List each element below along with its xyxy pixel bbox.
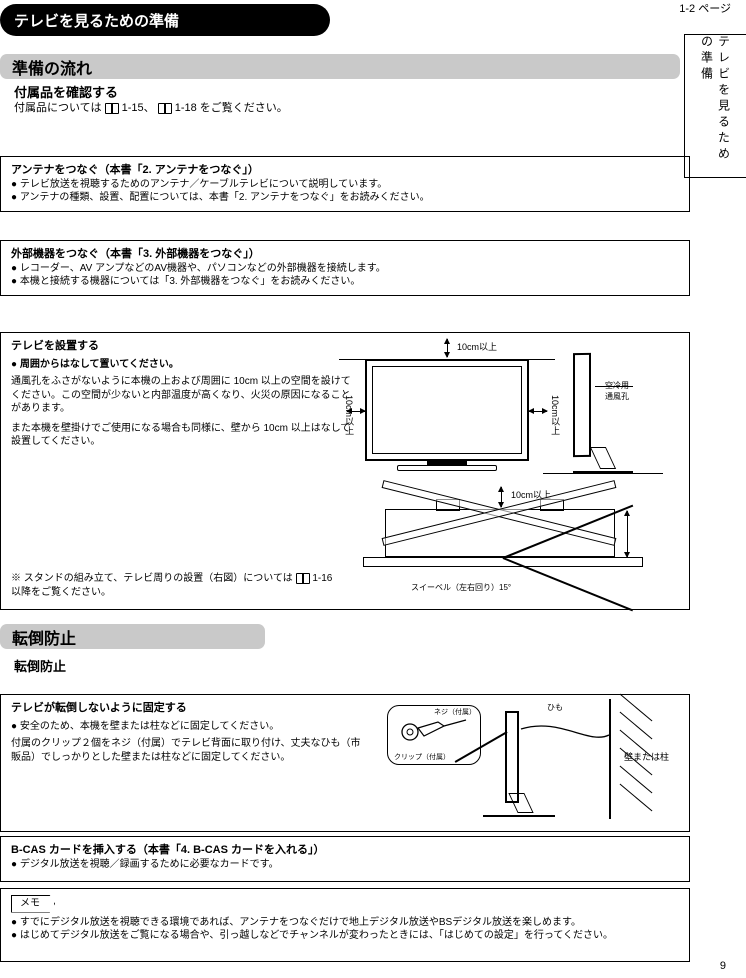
clip-screw-icon <box>394 712 474 758</box>
antenna-line1: ● テレビ放送を視聴するためのアンテナ／ケーブルテレビについて説明しています。 <box>11 178 679 192</box>
placement-p1: 通風孔をふさがないように本機の上および周囲に 10cm 以上の空間を設けてくださ… <box>11 375 351 416</box>
antenna-title: アンテナをつなぐ（本書「2. アンテナをつなぐ」） <box>11 163 679 178</box>
main-heading-pill: テレビを見るための準備 <box>0 4 330 36</box>
fall-diagram: 壁または柱 ひも クリップ（付属 <box>375 699 675 823</box>
memo-tag: メモ <box>11 895 55 913</box>
page-number-top: 1-2 ページ <box>679 0 731 16</box>
dim-label-right: 10cm以上 <box>549 395 561 435</box>
fall-subtitle: 転倒防止 <box>14 656 66 675</box>
side-tab: テレビを見るための準備 <box>684 34 746 178</box>
tv-topview-diagram: 10cm以上 スイーベル（左右回り）15° <box>357 489 657 557</box>
air-vent-label: 空冷用通風孔 <box>605 381 633 403</box>
arrow-icon <box>627 511 628 557</box>
page-number-bottom: 9 <box>720 960 726 972</box>
placement-note: ※ スタンドの組み立て、テレビ周りの設置（右図）については <box>11 573 293 584</box>
leader-line <box>595 386 633 387</box>
clip-label: クリップ（付属） <box>394 753 450 762</box>
memo-p2: ● はじめてデジタル放送をご覧になる場合や、引っ越しなどでチャンネルが変わったと… <box>11 929 679 943</box>
swivel-label: スイーベル（左右回り）15° <box>411 583 511 594</box>
dim-label-top: 10cm以上 <box>457 341 497 353</box>
confirm-ref-1: 1-15、 <box>122 102 155 114</box>
confirm-text: 付属品については <box>14 102 101 114</box>
book-icon <box>158 103 172 114</box>
arrow-icon <box>447 339 448 357</box>
screw-label: ネジ（付属） <box>434 708 476 717</box>
confirm-accessories-line: 付属品については 1-15、 1-18 をご覧ください。 <box>14 100 288 117</box>
arrow-icon <box>529 411 547 412</box>
cord-label: ひも <box>547 703 563 714</box>
placement-intro: ● 周囲からはなして置いてください。 <box>11 358 351 372</box>
placement-title: テレビを設置する <box>11 339 351 354</box>
fall-p1: ● 安全のため、本機を壁または柱などに固定してください。 <box>11 720 361 734</box>
memo-box: メモ ● すでにデジタル放送を視聴できる環境であれば、アンテナをつなぐだけで地上… <box>0 888 690 962</box>
fall-box: テレビが転倒しないように固定する ● 安全のため、本機を壁または柱などに固定して… <box>0 694 690 832</box>
antenna-box: アンテナをつなぐ（本書「2. アンテナをつなぐ」） ● テレビ放送を視聴するため… <box>0 156 690 212</box>
book-icon <box>105 103 119 114</box>
arrow-icon <box>501 487 502 507</box>
antenna-line2: ● アンテナの種類、設置、配置については、本書「2. アンテナをつなぐ」をお読み… <box>11 191 679 205</box>
book-icon <box>296 573 310 584</box>
placement-p2: また本機を壁掛けでご使用になる場合も同様に、壁から 10cm 以上はなして設置し… <box>11 422 351 449</box>
callout-bubble: クリップ（付属） ネジ（付属） <box>387 705 481 765</box>
fall-p2: 付属のクリップ２個をネジ（付属）でテレビ背面に取り付け、丈夫なひも（市販品）でし… <box>11 737 361 764</box>
fall-prevent-banner: 転倒防止 <box>0 624 265 649</box>
bcas-line: ● デジタル放送を視聴／録画するために必要なカードです。 <box>11 858 679 872</box>
confirm-ref-2: 1-18 をご覧ください。 <box>175 102 288 114</box>
memo-p1: ● すでにデジタル放送を視聴できる環境であれば、アンテナをつなぐだけで地上デジタ… <box>11 916 679 930</box>
subtitle-confirm: 付属品を確認する <box>14 82 118 101</box>
devices-box: 外部機器をつなぐ（本書「3. 外部機器をつなぐ」） ● レコーダー、AV アンプ… <box>0 240 690 296</box>
bcas-box: B-CAS カードを挿入する（本書「4. B-CAS カードを入れる」） ● デ… <box>0 836 690 882</box>
flow-banner: 準備の流れ <box>0 54 680 79</box>
tv-front-diagram: 10cm以上 10cm以上 10cm以上 <box>357 341 537 471</box>
devices-line2: ● 本機と接続する機器については「3. 外部機器をつなぐ」をお読みください。 <box>11 275 679 289</box>
devices-title: 外部機器をつなぐ（本書「3. 外部機器をつなぐ」） <box>11 247 679 262</box>
cord-icon <box>519 715 639 795</box>
devices-line1: ● レコーダー、AV アンプなどのAV機器や、パソコンなどの外部機器を接続します… <box>11 262 679 276</box>
tv-screen-icon <box>365 359 529 461</box>
tv-side-diagram: 空冷用通風孔 <box>573 353 633 473</box>
dim-label-left: 10cm以上 <box>343 395 355 435</box>
fall-title: テレビが転倒しないように固定する <box>11 701 361 716</box>
bcas-title: B-CAS カードを挿入する（本書「4. B-CAS カードを入れる」） <box>11 843 679 858</box>
placement-box: テレビを設置する ● 周囲からはなして置いてください。 通風孔をふさがないように… <box>0 332 690 610</box>
